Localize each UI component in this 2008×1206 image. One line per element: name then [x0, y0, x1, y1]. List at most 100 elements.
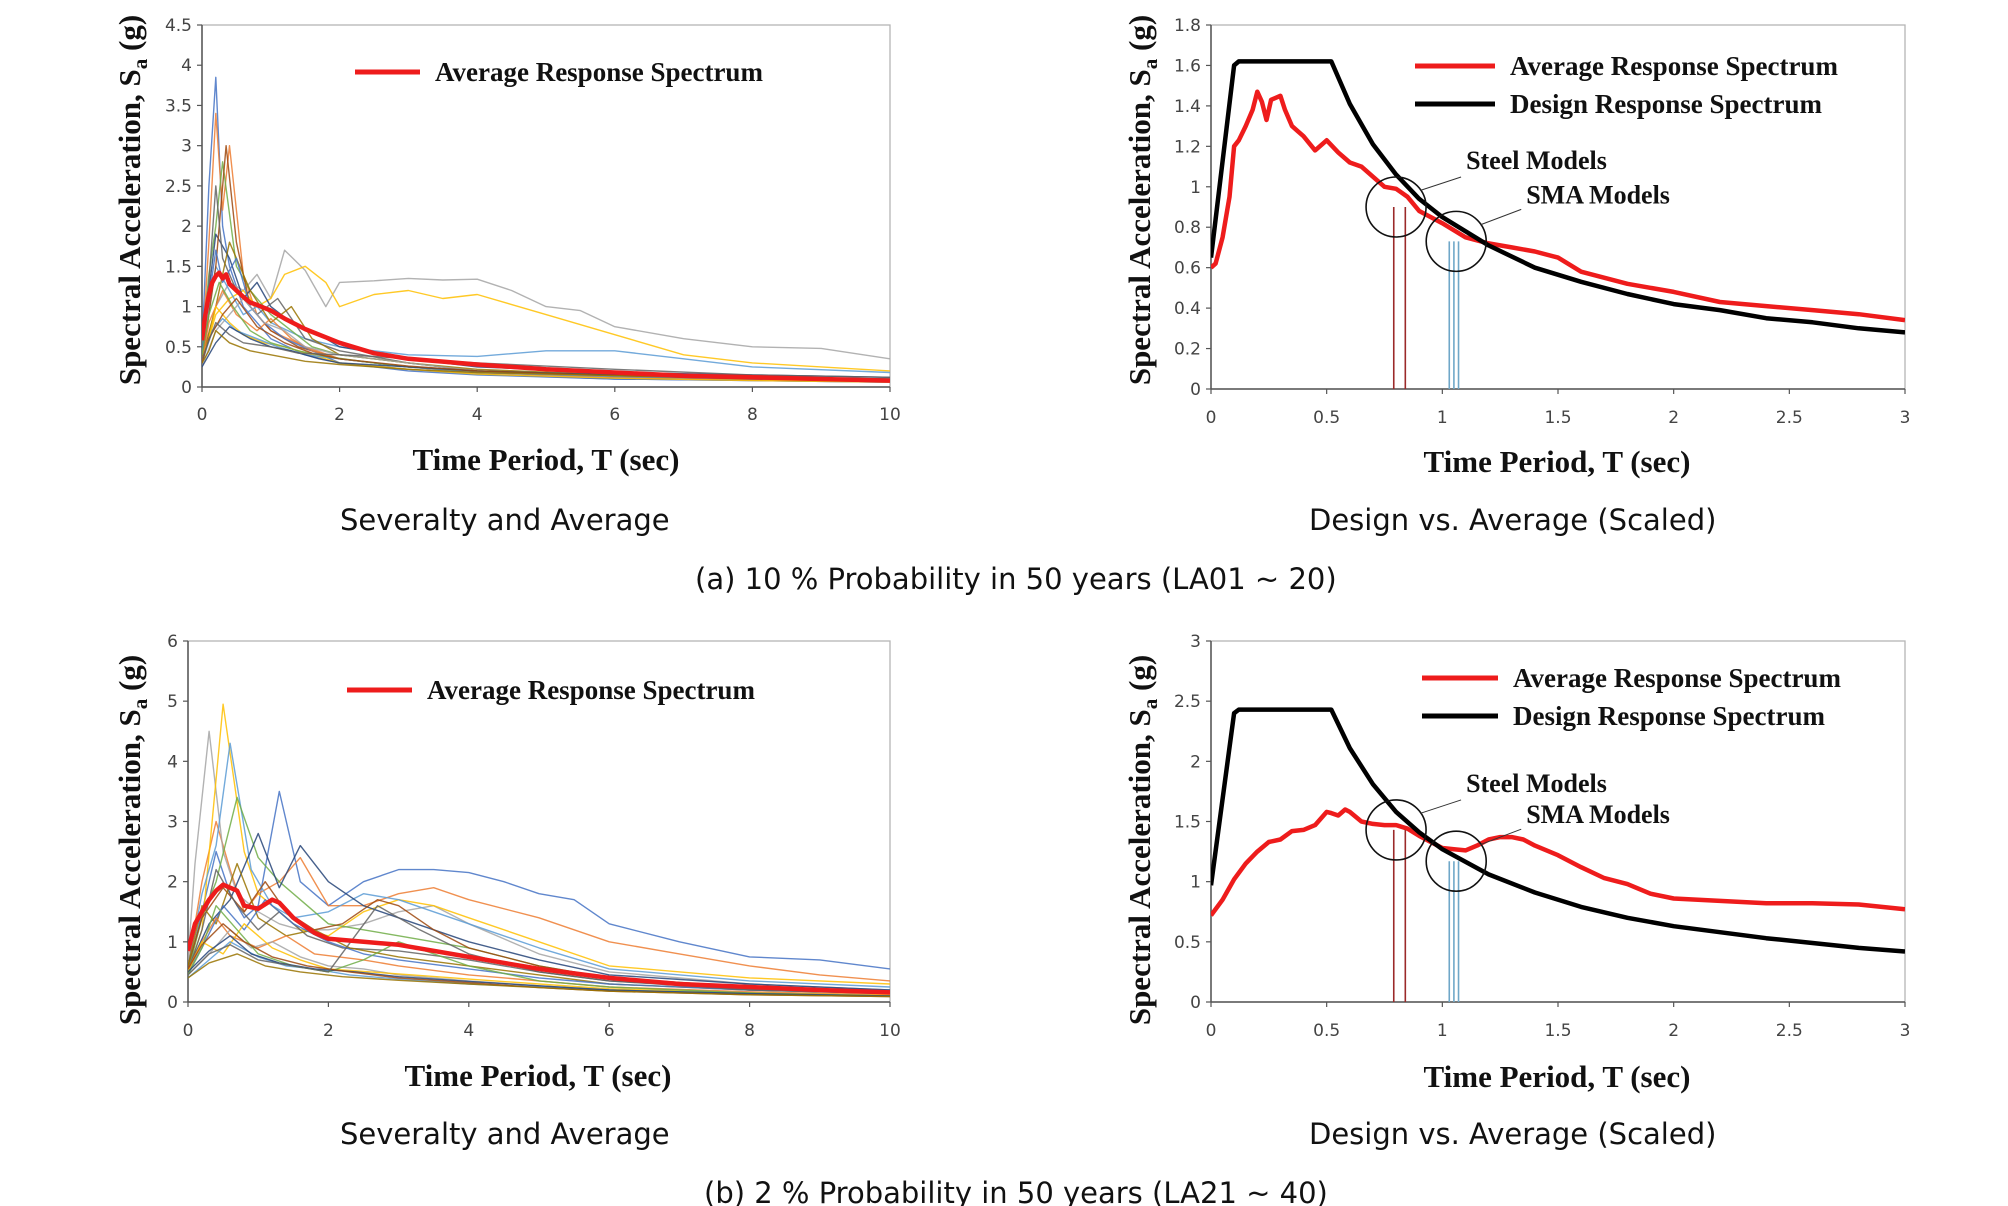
sma-model-circle — [1425, 210, 1488, 273]
x-tick-label: 1.5 — [1544, 408, 1571, 428]
steel-model-circle — [1365, 799, 1427, 861]
y-tick-label: 0 — [1190, 993, 1201, 1013]
record-spectrum-line — [202, 265, 890, 372]
chart-caption-b-left: Severalty and Average — [340, 1117, 670, 1151]
record-spectrum-line — [188, 935, 890, 997]
design-spectrum-line — [1211, 59, 1905, 335]
y-axis-title-subscript: a — [128, 58, 152, 69]
y-tick-label: 1 — [1190, 873, 1201, 893]
y-axis-title: Spectral Acceleration, Sa (g) — [112, 655, 152, 1025]
y-axis-title: Spectral Acceleration, Sa (g) — [112, 15, 152, 385]
annotation-leader — [1419, 799, 1462, 814]
y-axis-title-main: Spectral Acceleration, S — [112, 69, 147, 385]
average-spectrum-line — [188, 882, 890, 995]
record-spectrum-line — [188, 832, 890, 991]
record-spectrum-line — [202, 326, 890, 380]
chart-b-left: 0 1 2 3 4 5 6 0 2 4 6 8 10 Time Period, T (sec) Spectr… — [112, 632, 901, 1093]
x-tick-label: 0 — [1206, 1021, 1217, 1041]
record-spectrum-line — [188, 905, 890, 997]
y-axis-title-unit: (g) — [1122, 15, 1157, 59]
chart-a-right: 0 0.2 0.4 0.6 0.8 1 1.2 1.4 1.6 1.8 0 0.5 1 1.5 2 2.5 3 T… — [1122, 15, 1910, 479]
legend-label-average: Average Response Spectrum — [1510, 51, 1838, 81]
y-tick-label: 2 — [181, 217, 192, 237]
y-tick-label: 0.5 — [165, 338, 192, 358]
y-tick-label: 4 — [181, 56, 192, 76]
x-axis-title: Time Period, T (sec) — [405, 1058, 672, 1093]
y-tick-label: 0.6 — [1174, 259, 1201, 279]
x-tick-label: 1.5 — [1544, 1021, 1571, 1041]
legend-label-average: Average Response Spectrum — [427, 675, 755, 705]
x-tick-label: 0 — [1206, 408, 1217, 428]
x-tick-label: 6 — [604, 1021, 615, 1041]
y-tick-label: 0.4 — [1174, 299, 1201, 319]
y-tick-label: 0 — [167, 993, 178, 1013]
sma-models-label: SMA Models — [1526, 180, 1670, 209]
series-group — [1211, 59, 1905, 335]
y-axis-title: Spectral Acceleration, Sa (g) — [1122, 15, 1162, 385]
y-tick-label: 2 — [1190, 752, 1201, 772]
y-tick-label: 1.4 — [1174, 97, 1201, 117]
x-tick-label: 1 — [1437, 408, 1448, 428]
legend-label-design: Design Response Spectrum — [1510, 89, 1823, 119]
y-axis-title-subscript: a — [1138, 58, 1162, 69]
record-spectrum-line — [202, 249, 890, 364]
design-spectrum-line — [1211, 707, 1905, 954]
record-spectrum-line — [188, 703, 890, 985]
series-group — [188, 703, 890, 998]
y-tick-label: 3 — [167, 813, 178, 833]
chart-b-right: 0 0.5 1 1.5 2 2.5 3 0 0.5 1 1.5 2 2.5 3 Time Period, T… — [1122, 632, 1910, 1094]
y-axis-title-main: Spectral Acceleration, S — [112, 709, 147, 1025]
x-axis-title: Time Period, T (sec) — [1424, 444, 1691, 479]
x-tick-label: 8 — [744, 1021, 755, 1041]
y-tick-label: 0 — [1190, 380, 1201, 400]
annotation-leader — [1480, 828, 1522, 846]
chart-caption-a-right: Design vs. Average (Scaled) — [1309, 503, 1716, 537]
y-axis-title: Spectral Acceleration, Sa (g) — [1122, 655, 1162, 1025]
y-tick-label: 1 — [181, 298, 192, 318]
x-axis-title: Time Period, T (sec) — [413, 442, 680, 477]
series-group — [202, 76, 890, 383]
y-tick-label: 5 — [167, 692, 178, 712]
y-axis-title-unit: (g) — [1122, 655, 1157, 699]
legend-label-average: Average Response Spectrum — [435, 57, 763, 87]
y-tick-label: 2.5 — [1174, 692, 1201, 712]
subfigure-caption-b: (b) 2 % Probability in 50 years (LA21 ~ … — [704, 1176, 1328, 1206]
annotation-leader — [1480, 208, 1522, 226]
y-axis-title-subscript: a — [128, 698, 152, 709]
annotation-leader — [1419, 176, 1462, 191]
y-axis-title-unit: (g) — [112, 15, 147, 59]
average-spectrum-line — [1211, 89, 1905, 323]
y-axis-title-unit: (g) — [112, 655, 147, 699]
x-tick-label: 0.5 — [1313, 408, 1340, 428]
x-axis-title: Time Period, T (sec) — [1424, 1059, 1691, 1094]
subfigure-caption-a: (a) 10 % Probability in 50 years (LA01 ~… — [695, 562, 1337, 596]
y-tick-label: 2.5 — [165, 177, 192, 197]
record-spectrum-line — [202, 330, 890, 381]
x-tick-label: 2 — [334, 405, 345, 425]
record-spectrum-line — [188, 923, 890, 997]
y-axis-title-main: Spectral Acceleration, S — [1122, 69, 1157, 385]
y-axis-title-main: Spectral Acceleration, S — [1122, 709, 1157, 1025]
y-tick-label: 0 — [181, 378, 192, 398]
chart-caption-a-left: Severalty and Average — [340, 503, 670, 537]
record-spectrum-line — [188, 953, 890, 998]
y-tick-label: 1 — [1190, 178, 1201, 198]
x-tick-label: 2.5 — [1776, 1021, 1803, 1041]
x-tick-label: 10 — [879, 405, 901, 425]
x-tick-label: 4 — [463, 1021, 474, 1041]
x-tick-label: 2 — [323, 1021, 334, 1041]
x-tick-label: 2.5 — [1776, 408, 1803, 428]
sma-model-circle — [1425, 830, 1488, 893]
steel-models-label: Steel Models — [1466, 146, 1607, 175]
y-tick-label: 4 — [167, 752, 178, 772]
x-tick-label: 2 — [1668, 1021, 1679, 1041]
y-tick-label: 1 — [167, 933, 178, 953]
record-spectrum-line — [202, 321, 890, 378]
y-tick-label: 4.5 — [165, 16, 192, 36]
y-tick-label: 1.5 — [165, 257, 192, 277]
legend-label-design: Design Response Spectrum — [1513, 701, 1826, 731]
y-tick-label: 3 — [181, 137, 192, 157]
sma-models-label: SMA Models — [1526, 800, 1670, 829]
y-axis-title-subscript: a — [1138, 698, 1162, 709]
